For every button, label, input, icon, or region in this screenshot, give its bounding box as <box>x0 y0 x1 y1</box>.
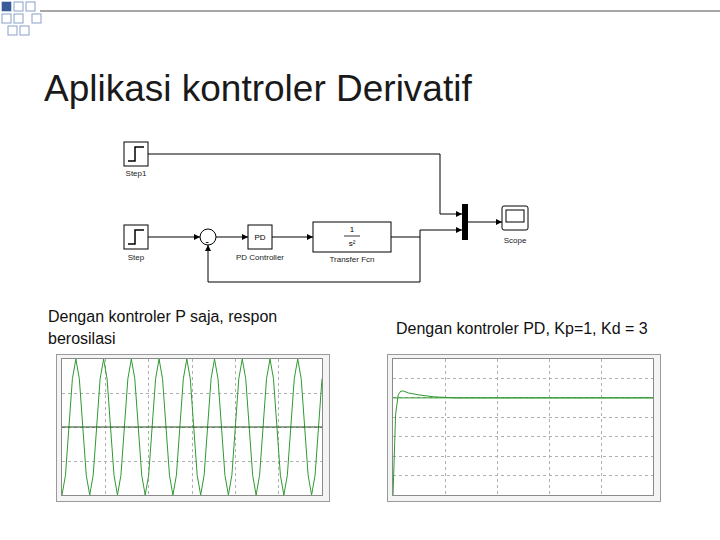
html-text:Dengan kontroler P saja, respo: Dengan kontroler P saja, respon berosila… <box>48 308 278 347</box>
svg-text:Step: Step <box>128 253 145 262</box>
svg-text:Step1: Step1 <box>126 169 147 178</box>
svg-text:Transfer Fcn: Transfer Fcn <box>329 255 374 264</box>
svg-text:s²: s² <box>349 239 356 248</box>
svg-text:PD: PD <box>254 233 265 242</box>
svg-text:Scope: Scope <box>504 236 527 245</box>
svg-text:-: - <box>205 235 209 247</box>
svg-text:PD Controller: PD Controller <box>236 253 284 262</box>
html-text:Dengan kontroler PD, Kp=1, Kd: Dengan kontroler PD, Kp=1, Kd = 3 <box>396 320 648 337</box>
svg-text:1: 1 <box>350 225 355 234</box>
html-text:Aplikasi kontroler Derivatif: Aplikasi kontroler Derivatif <box>44 68 472 109</box>
